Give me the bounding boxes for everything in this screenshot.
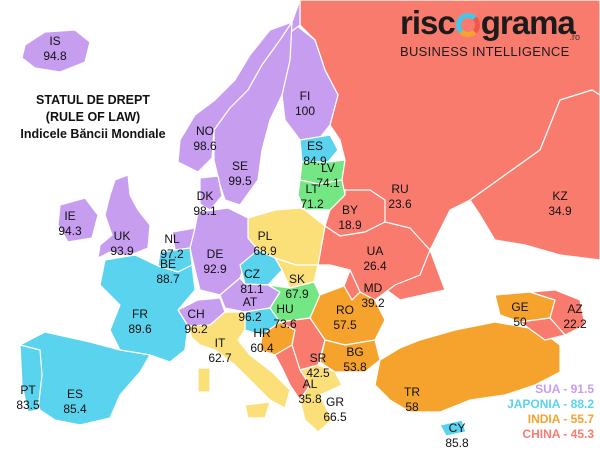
country-value-ge: 50 [513, 315, 527, 329]
country-code-lt: LT [305, 182, 319, 196]
brand-logo: risc grama .ro BUSINESS INTELLIGENCE [398, 4, 598, 64]
country-code-fr: FR [132, 307, 148, 321]
title-line-3: Indicele Băncii Mondiale [8, 126, 178, 143]
country-code-az: AZ [567, 302, 582, 316]
country-code-pt: PT [20, 383, 36, 397]
country-value-by: 18.9 [338, 218, 362, 232]
country-value-bg: 53.8 [343, 360, 367, 374]
country-code-kz: KZ [552, 189, 567, 203]
country-code-ro: RO [336, 303, 354, 317]
country-code-no: NO [196, 124, 214, 138]
country-code-nl: NL [164, 232, 180, 246]
country-value-ru: 23.6 [388, 197, 412, 211]
country-code-hr: HR [253, 326, 271, 340]
country-code-ua: UA [367, 244, 384, 258]
country-code-pl: PL [258, 229, 273, 243]
country-value-pt: 83.5 [16, 398, 40, 412]
country-code-cz: CZ [244, 267, 260, 281]
country-code-at: AT [243, 295, 258, 309]
country-code-ch: CH [187, 307, 204, 321]
country-code-ge: GE [511, 300, 528, 314]
country-value-fi: 100 [295, 104, 315, 118]
country-code-cy: CY [449, 421, 466, 435]
country-value-ch: 96.2 [184, 322, 208, 336]
legend-item-india: INDIA - 55.7 [507, 412, 594, 427]
legend-item-usa: SUA - 91.5 [507, 382, 594, 397]
country-code-by: BY [342, 203, 358, 217]
country-value-de: 92.9 [203, 262, 227, 276]
country-code-bg: BG [346, 345, 363, 359]
country-code-md: MD [364, 281, 383, 295]
country-value-be: 88.7 [156, 272, 180, 286]
brand-word-a: risc [400, 4, 455, 41]
country-value-is: 94.8 [43, 49, 67, 63]
country-code-se: SE [232, 159, 248, 173]
comparison-legend: SUA - 91.5 JAPONIA - 88.2 INDIA - 55.7 C… [507, 382, 594, 442]
country-code-gr: GR [326, 395, 344, 409]
brand-ring-icon [456, 13, 480, 37]
country-value-gr: 66.5 [323, 410, 347, 424]
country-code-hu: HU [276, 302, 293, 316]
country-code-tr: TR [404, 385, 420, 399]
country-value-tr: 58 [405, 400, 419, 414]
country-value-cz: 81.1 [240, 282, 264, 296]
country-code-uk: UK [114, 229, 131, 243]
country-code-dk: DK [197, 189, 214, 203]
region-se [214, 22, 292, 205]
country-value-ro: 57.5 [333, 318, 357, 332]
country-code-sk: SK [289, 272, 305, 286]
country-code-lv: LV [321, 161, 335, 175]
country-value-it: 62.7 [208, 351, 232, 365]
country-code-sr: SR [310, 351, 327, 365]
brand-word-b: grama [481, 4, 575, 41]
country-value-lv: 74.1 [316, 176, 340, 190]
brand-wordmark: risc grama [400, 4, 575, 42]
country-code-is: IS [49, 34, 60, 48]
country-value-at: 96.2 [238, 310, 262, 324]
country-value-es: 85.4 [63, 402, 87, 416]
country-code-fi: FI [300, 89, 311, 103]
region-sicily [245, 402, 270, 418]
legend-item-china: CHINA - 45.3 [507, 427, 594, 442]
country-value-lt: 71.2 [300, 197, 324, 211]
title-line-2: (RULE OF LAW) [8, 109, 178, 126]
country-value-hr: 60.4 [250, 341, 274, 355]
brand-tagline: BUSINESS INTELLIGENCE [400, 44, 570, 59]
country-value-se: 99.5 [228, 174, 252, 188]
country-value-kz: 34.9 [548, 204, 572, 218]
country-code-es: ES [67, 387, 83, 401]
country-value-hu: 73.6 [273, 317, 297, 331]
country-code-it: IT [215, 336, 226, 350]
country-code-ru: RU [391, 182, 408, 196]
country-value-cy: 85.8 [445, 436, 469, 450]
country-value-md: 39.2 [361, 296, 385, 310]
country-value-al: 35.8 [298, 392, 322, 406]
country-code-al: AL [303, 377, 318, 391]
country-code-de: DE [207, 247, 224, 261]
country-value-fr: 89.6 [128, 322, 152, 336]
country-value-uk: 93.9 [110, 244, 134, 258]
legend-item-japan: JAPONIA - 88.2 [507, 397, 594, 412]
brand-suffix: .ro [569, 32, 580, 42]
country-value-dk: 98.1 [193, 204, 217, 218]
country-code-ie: IE [64, 209, 75, 223]
map-title: STATUL DE DREPT (RULE OF LAW) Indicele B… [8, 92, 178, 143]
country-code-es: ES [307, 139, 323, 153]
title-line-1: STATUL DE DREPT [8, 92, 178, 109]
region-sardinia [198, 368, 210, 392]
country-value-ie: 94.3 [58, 224, 82, 238]
country-value-no: 98.6 [193, 139, 217, 153]
country-value-ua: 26.4 [363, 259, 387, 273]
country-value-az: 22.2 [563, 317, 587, 331]
country-code-be: BE [160, 257, 176, 271]
country-value-pl: 68.9 [253, 244, 277, 258]
country-value-sk: 67.9 [285, 287, 309, 301]
